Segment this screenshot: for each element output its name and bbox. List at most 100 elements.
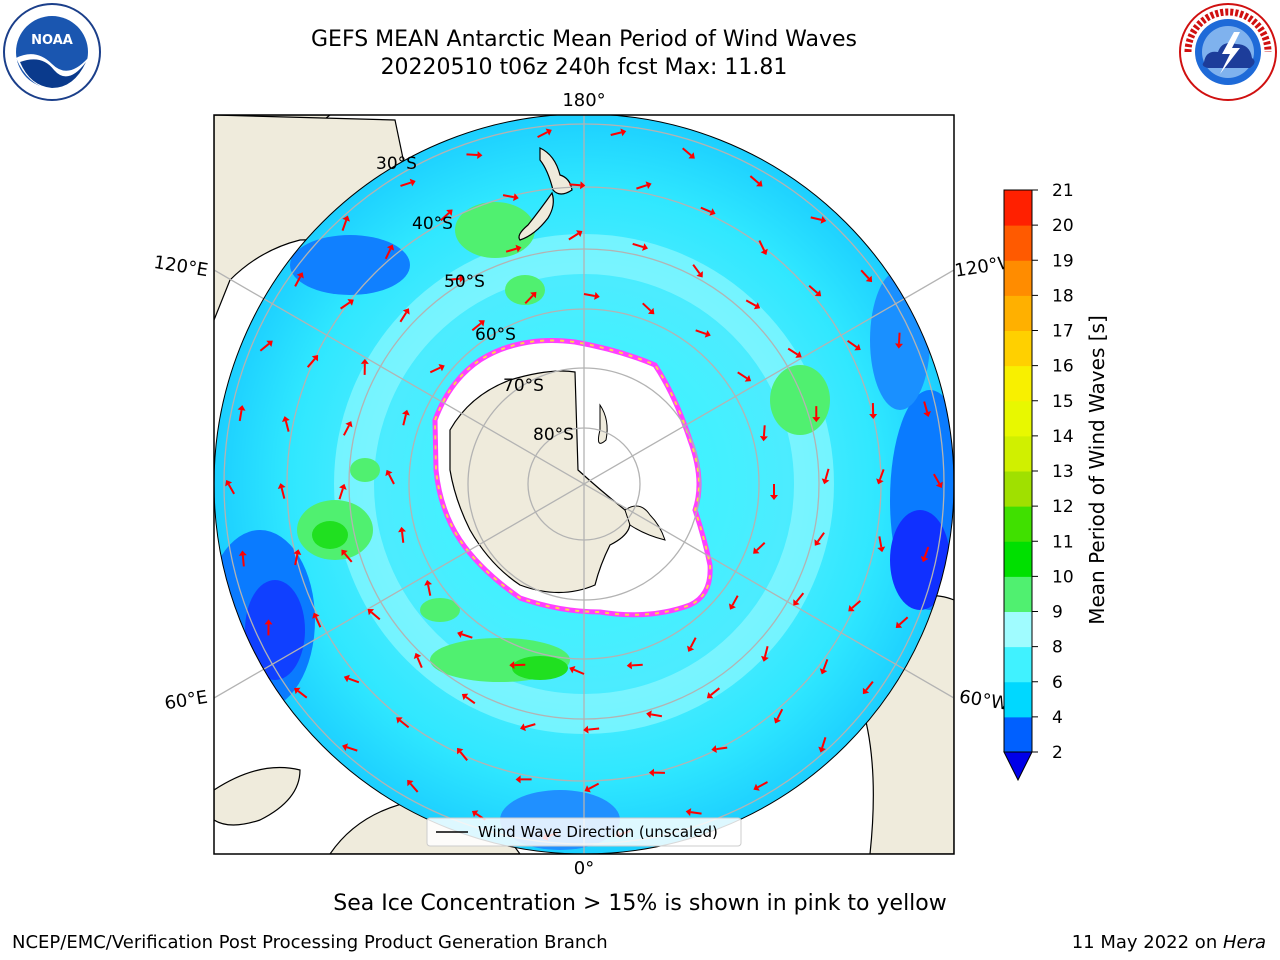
wind-wave-arrowhead — [398, 526, 407, 533]
colorbar-segment — [1004, 506, 1032, 542]
colorbar-tick-label: 11 — [1052, 532, 1074, 552]
colorbar-tick-label: 17 — [1052, 322, 1074, 342]
wind-wave-arrow — [314, 616, 322, 628]
wind-wave-arrowhead — [773, 717, 781, 724]
wind-wave-arrowhead — [728, 603, 736, 610]
colorbar-segment — [1004, 435, 1032, 472]
wind-wave-arrowhead — [402, 409, 410, 416]
wind-wave-arrowhead — [477, 151, 483, 160]
wind-wave-arrowhead — [266, 340, 273, 347]
wind-wave-arrowhead — [756, 180, 763, 187]
wind-wave-arrowhead — [343, 674, 350, 683]
wind-wave-arrowhead — [530, 291, 537, 299]
land-ross-island — [598, 403, 608, 444]
inner-land — [518, 147, 573, 241]
colorbar-segment — [1004, 400, 1032, 437]
colorbar-tick-label: 12 — [1052, 497, 1074, 517]
map-frame-border — [213, 114, 955, 855]
wind-wave-arrow — [865, 681, 874, 691]
wind-wave-arrow — [822, 659, 829, 671]
wind-wave-arrow — [923, 401, 929, 413]
wind-wave-arrow — [448, 277, 460, 281]
wind-wave-arrowhead — [687, 645, 695, 652]
wind-wave-arrow — [808, 284, 819, 294]
colorbar-segment — [1004, 330, 1032, 367]
wind-wave-arrow — [388, 473, 395, 485]
wind-wave-arrow — [384, 248, 392, 260]
colorbar-tick-label: 15 — [1052, 392, 1074, 412]
wind-wave-arrow — [569, 183, 581, 187]
sea-ice-note: Sea Ice Concentration > 15% is shown in … — [333, 891, 947, 916]
wind-wave-arrow — [810, 216, 822, 221]
wind-wave-arrowhead — [409, 178, 416, 187]
colorbar-tick-label: 8 — [1052, 638, 1063, 658]
wind-wave-arrowhead — [645, 181, 652, 189]
wind-wave-arrowhead — [457, 630, 464, 639]
colorbar-segment — [1004, 190, 1032, 226]
lat-label-80S: 80°S — [533, 425, 574, 445]
chart-subtitle-run: 20220510 t06z 240h fcst Max: 11.81 — [380, 55, 788, 80]
wind-wave-arrowhead — [935, 481, 943, 488]
wind-wave-arrowhead — [642, 243, 648, 251]
wind-wave-arrowhead — [461, 693, 469, 701]
wind-wave-arrow — [343, 552, 353, 563]
wind-wave-arrow — [471, 322, 482, 332]
wind-wave-arrow — [416, 657, 423, 668]
wind-wave-arrowhead — [513, 193, 519, 202]
wind-wave-arrow — [568, 232, 579, 241]
wind-wave-arrowhead — [311, 355, 319, 362]
wind-wave-arrow — [588, 782, 600, 790]
lon-label-60E: 60°E — [163, 687, 209, 715]
wind-wave-arrow — [505, 247, 517, 253]
wind-wave-arrowhead — [753, 783, 760, 791]
footer-date: 11 May 2022 on Hera — [1072, 932, 1266, 953]
wind-wave-arrow — [400, 181, 412, 187]
wind-wave-arrow — [338, 488, 344, 500]
wind-wave-arrowhead — [238, 550, 247, 556]
wind-wave-arrowhead — [626, 661, 633, 670]
wind-wave-arrow — [238, 409, 243, 422]
wind-wave-arrow — [409, 782, 419, 793]
colorbar-extend-triangle — [1003, 751, 1033, 782]
wind-wave-arrowhead — [812, 417, 821, 423]
wind-wave-arrowhead — [759, 435, 768, 442]
wind-wave-arrow — [731, 595, 739, 606]
wind-wave-arrowhead — [360, 358, 369, 364]
colorbar-label: Mean Period of Wind Waves [s] — [1085, 315, 1109, 625]
wind-wave-arrowhead — [446, 209, 453, 216]
wind-wave-arrow — [878, 469, 885, 481]
lat-label-70S: 70°S — [503, 376, 544, 396]
colorbar-segment — [1004, 295, 1032, 331]
wind-wave-arrowhead — [709, 208, 716, 216]
wind-wave-arrowhead — [688, 152, 695, 159]
wind-wave-arrowhead — [576, 230, 583, 238]
colorbar-segment — [1004, 646, 1032, 683]
wind-wave-arrowhead — [347, 299, 354, 306]
lon-label-0: 0° — [574, 858, 594, 879]
wind-wave-arrow — [583, 293, 596, 297]
wind-wave-arrowhead — [895, 343, 904, 349]
wind-wave-arrowhead — [345, 421, 353, 428]
wind-wave-arrowhead — [225, 480, 233, 487]
wind-wave-arrow — [757, 781, 768, 789]
wind-wave-arrowhead — [648, 768, 655, 777]
wind-wave-arrow — [690, 811, 702, 815]
wind-wave-arrow — [461, 633, 473, 639]
wind-wave-arrow — [737, 371, 748, 380]
colorbar-tick-label: 18 — [1052, 286, 1074, 306]
wind-wave-arrowhead — [438, 363, 445, 372]
wind-wave-arrow — [758, 240, 766, 251]
wind-wave-arrowhead — [711, 745, 717, 754]
colorbar-tick-label: 9 — [1052, 603, 1063, 623]
wind-wave-arrowhead — [519, 723, 526, 732]
lat-label-60S: 60°S — [475, 325, 516, 345]
wind-wave-arrow — [524, 723, 536, 729]
colorbar-segment — [1004, 576, 1032, 612]
colorbar-segment — [1004, 716, 1032, 753]
wind-wave-arrowhead — [795, 351, 802, 358]
wind-wave-arrowhead — [685, 808, 692, 817]
wind-wave-arrow — [700, 206, 712, 213]
wind-wave-arrow — [763, 645, 769, 658]
wind-wave-arrowhead — [509, 661, 515, 670]
